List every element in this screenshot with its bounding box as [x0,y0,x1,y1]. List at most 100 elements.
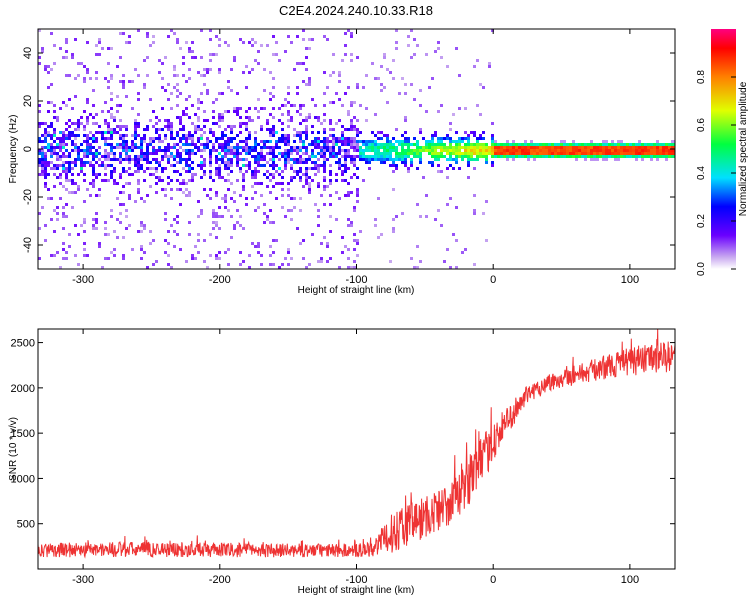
spectrogram-cell [224,194,227,197]
spectrogram-cell [47,161,50,164]
spectrogram-cell [146,143,149,146]
spectrogram-cell [104,101,107,104]
spectrogram-cell [305,125,308,128]
spectrogram-cell [191,254,194,257]
spectrogram-cell [263,221,266,224]
spectrogram-cell [401,149,404,152]
spectrogram-cell [596,143,599,146]
spectrogram-cell [140,167,143,170]
spectrogram-cell [233,146,236,149]
spectrogram-cell [497,152,500,155]
spectrogram-cell [416,44,419,47]
spectrogram-cell [590,140,593,143]
spectrogram-cell [47,149,50,152]
spectrogram-cell [224,110,227,113]
spectrogram-cell [173,65,176,68]
spectrogram-cell [326,86,329,89]
spectrogram-cell [59,158,62,161]
spectrogram-cell [245,164,248,167]
spectrogram-cell [146,155,149,158]
spectrogram-cell [191,104,194,107]
spectrogram-cell [191,152,194,155]
spectrogram-cell [611,146,614,149]
spectrogram-cell [110,143,113,146]
spectrogram-cell [641,158,644,161]
spectrogram-cell [191,143,194,146]
spectrogram-cell [206,71,209,74]
spectrogram-cell [113,230,116,233]
spectrogram-cell [647,152,650,155]
spectrogram-cell [227,164,230,167]
spectrogram-cell [671,149,674,152]
spectrogram-cell [278,167,281,170]
spectrogram-cell [257,242,260,245]
spectrogram-cell [449,122,452,125]
spectrogram-cell [467,155,470,158]
spectrogram-cell [581,152,584,155]
spectrogram-cell [296,152,299,155]
spectrogram-cell [401,143,404,146]
spectrogram-cell [65,161,68,164]
spectrogram-cell [122,170,125,173]
spectrogram-cell [230,89,233,92]
spectrogram-cell [488,65,491,68]
spectrogram-cell [110,92,113,95]
spectrogram-cell [620,140,623,143]
spectrogram-cell [287,248,290,251]
spectrogram-cell [515,143,518,146]
spectrogram-cell [632,146,635,149]
spectrogram-cell [104,155,107,158]
spectrogram-cell [83,242,86,245]
spectrogram-cell [335,152,338,155]
x-tick-label: -100 [345,274,367,286]
spectrogram-cell [575,146,578,149]
spectrogram-cell [470,149,473,152]
spectrogram-cell [365,119,368,122]
spectrogram-cell [182,137,185,140]
spectrogram-cell [188,95,191,98]
spectrogram-cell [281,152,284,155]
spectrogram-cell [473,158,476,161]
spectrogram-cell [359,140,362,143]
spectrogram-cell [62,215,65,218]
spectrogram-cell [359,155,362,158]
spectrogram-cell [353,161,356,164]
spectrogram-cell [281,263,284,266]
spectrogram-cell [503,149,506,152]
spectrogram-cell [170,179,173,182]
spectrogram-cell [194,245,197,248]
spectrogram-cell [338,71,341,74]
spectrogram-cell [62,227,65,230]
spectrogram-cell [527,152,530,155]
spectrogram-cell [245,203,248,206]
spectrogram-cell [263,203,266,206]
spectrogram-cell [251,173,254,176]
spectrogram-cell [632,155,635,158]
spectrogram-cell [575,149,578,152]
spectrogram-cell [125,209,128,212]
spectrogram-cell [602,140,605,143]
spectrogram-cell [242,41,245,44]
spectrogram-cell [395,155,398,158]
spectrogram-cell [272,158,275,161]
spectrogram-cell [221,119,224,122]
spectrogram-cell [353,209,356,212]
spectrogram-cell [260,254,263,257]
spectrogram-cell [200,128,203,131]
spectrogram-cell [377,197,380,200]
spectrogram-cell [128,149,131,152]
spectrogram-cell [188,152,191,155]
spectrogram-cell [140,257,143,260]
spectrogram-cell [566,143,569,146]
spectrogram-cell [200,92,203,95]
spectrogram-cell [467,137,470,140]
spectrogram-cell [359,230,362,233]
spectrogram-cell [605,155,608,158]
spectrogram-cell [191,173,194,176]
spectrogram-cell [269,173,272,176]
spectrogram-cell [137,188,140,191]
spectrogram-cell [233,59,236,62]
spectrogram-cell [338,149,341,152]
spectrogram-cell [65,215,68,218]
spectrogram-cell [59,197,62,200]
